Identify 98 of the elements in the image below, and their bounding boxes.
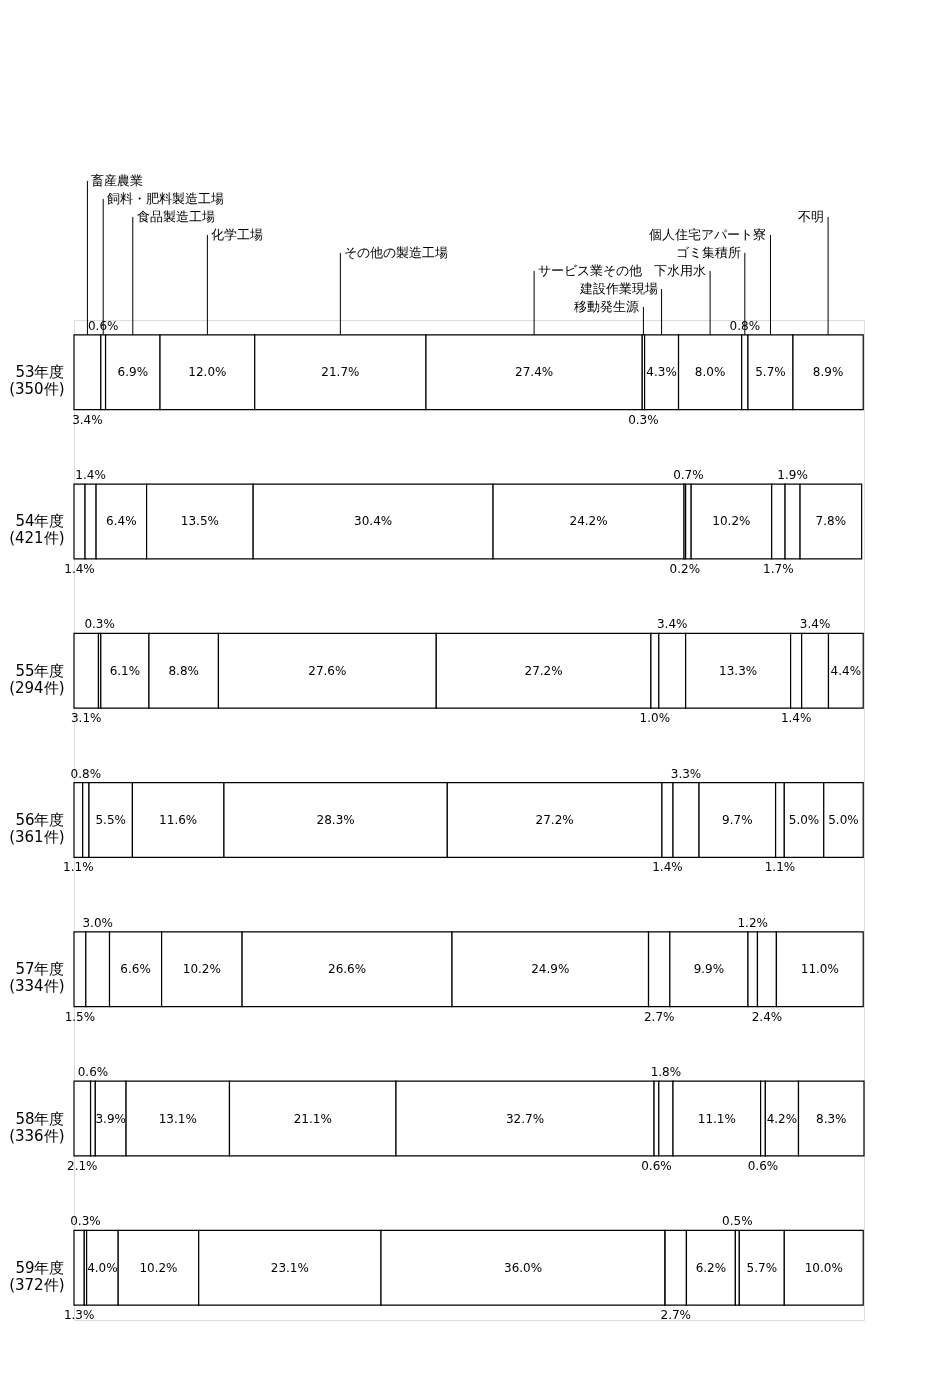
data-label: 1.4% [652, 860, 683, 875]
data-label: 1.8% [650, 1065, 682, 1080]
data-label: 1.1% [63, 860, 94, 875]
data-label: 36.0% [504, 1260, 543, 1275]
data-label: 1.4% [64, 561, 95, 576]
data-label: 11.6% [159, 813, 198, 827]
text: サービス業その他 [538, 262, 643, 278]
data-label: 13.3% [719, 663, 758, 678]
data-label: 3.4% [799, 617, 831, 632]
data-label: 6.6% [120, 962, 151, 977]
data-label: 0.3% [84, 617, 115, 632]
data-label: 27.4% [515, 365, 554, 380]
data-label: 27.2% [535, 813, 574, 827]
text: 個人住宅アパート寮 [649, 226, 767, 242]
data-label: 2.1% [67, 1158, 98, 1173]
data-label: 21.1% [293, 1111, 332, 1126]
data-label: 3.4% [72, 412, 103, 427]
data-label: 1.7% [763, 561, 794, 576]
data-label: 10.0% [804, 1260, 843, 1275]
data-label: 23.1% [270, 1260, 309, 1275]
text: 不明 [798, 208, 825, 224]
data-label: 2.7% [660, 1308, 692, 1323]
data-label: 0.3% [628, 412, 659, 427]
data-label: 11.1% [697, 1111, 736, 1126]
data-label: 8.3% [816, 1111, 847, 1126]
data-label: 0.6% [747, 1158, 779, 1173]
data-label: 13.1% [158, 1111, 197, 1126]
data-label: 1.4% [75, 468, 106, 483]
data-label: 32.7% [505, 1111, 545, 1126]
series-label: 移動発生源 [574, 298, 640, 314]
data-label: 6.1% [109, 663, 141, 678]
data-label: 8.0% [694, 365, 726, 380]
text: 建設作業現場 [578, 280, 658, 296]
data-label: 27.6% [308, 663, 347, 678]
data-label: 28.3% [316, 813, 355, 827]
data-label: 4.4% [830, 663, 862, 678]
data-label: 27.2% [524, 663, 563, 678]
data-label: 5.5% [95, 813, 126, 827]
y-tick-label: 59年度 (372件) [9, 1258, 65, 1294]
data-label: 3.0% [82, 915, 113, 930]
data-label: 0.6% [641, 1158, 672, 1173]
data-label: 1.3% [63, 1308, 95, 1323]
data-label: 1.9% [777, 468, 808, 483]
data-label: 3.3% [670, 766, 702, 781]
data-label: 10.2% [182, 962, 221, 977]
text: ゴミ集積所 [675, 244, 741, 260]
text: 下水用水 [654, 262, 707, 278]
data-label: 10.2% [712, 514, 751, 529]
text: 畜産農業 [91, 172, 144, 188]
data-label: 2.4% [751, 1009, 783, 1024]
data-label: 6.4% [106, 514, 137, 529]
text: 飼料・肥料製造工場 [107, 190, 225, 206]
data-label: 6.9% [117, 365, 149, 380]
data-label: 2.7% [643, 1009, 675, 1024]
data-label: 0.7% [673, 468, 704, 483]
y-tick-label: 58年度 (336件) [9, 1109, 65, 1145]
data-label: 5.7% [755, 365, 786, 380]
data-label: 6.2% [695, 1260, 727, 1275]
data-label: 11.0% [800, 962, 839, 977]
data-label: 0.6% [77, 1065, 109, 1080]
data-label: 0.2% [669, 561, 701, 576]
data-label: 3.1% [70, 711, 102, 726]
data-label: 26.6% [328, 962, 367, 977]
text: 食品製造工場 [136, 208, 215, 224]
data-label: 1.4% [780, 711, 812, 726]
data-label: 24.2% [569, 514, 608, 529]
data-label: 5.7% [746, 1260, 778, 1275]
data-label: 4.3% [646, 365, 677, 380]
data-label: 13.5% [180, 514, 219, 529]
text: その他の製造工場 [344, 244, 449, 260]
y-tick-label: 54年度 (421件) [9, 512, 65, 548]
data-label: 1.1% [764, 860, 796, 875]
data-label: 9.7% [722, 813, 753, 827]
data-label: 12.0% [188, 365, 227, 380]
data-label: 5.0% [828, 813, 859, 827]
data-label: 1.2% [737, 915, 768, 930]
data-label: 30.4% [354, 514, 393, 529]
y-tick-label: 55年度 (294件) [9, 661, 65, 697]
data-label: 4.2% [766, 1111, 798, 1126]
data-label: 1.0% [639, 711, 671, 726]
data-label: 5.0% [788, 813, 820, 827]
y-tick-label: 56年度 (361件) [9, 811, 65, 846]
data-label: 10.2% [139, 1260, 178, 1275]
y-tick-label: 57年度 (334件) [9, 960, 65, 996]
data-label: 0.8% [70, 766, 102, 781]
data-label: 1.5% [64, 1009, 96, 1024]
data-label: 24.9% [531, 962, 570, 977]
data-label: 21.7% [321, 365, 360, 380]
data-label: 9.9% [693, 962, 725, 977]
data-label: 7.8% [815, 514, 847, 529]
text: 化学工場 [211, 226, 264, 242]
data-label: 0.5% [722, 1214, 753, 1229]
data-label: 4.0% [87, 1260, 118, 1275]
data-label: 8.9% [812, 365, 844, 380]
data-label: 8.8% [168, 663, 199, 678]
data-label: 0.3% [70, 1214, 101, 1229]
y-tick-label: 53年度 (350件) [9, 363, 65, 399]
data-label: 3.4% [656, 617, 688, 632]
